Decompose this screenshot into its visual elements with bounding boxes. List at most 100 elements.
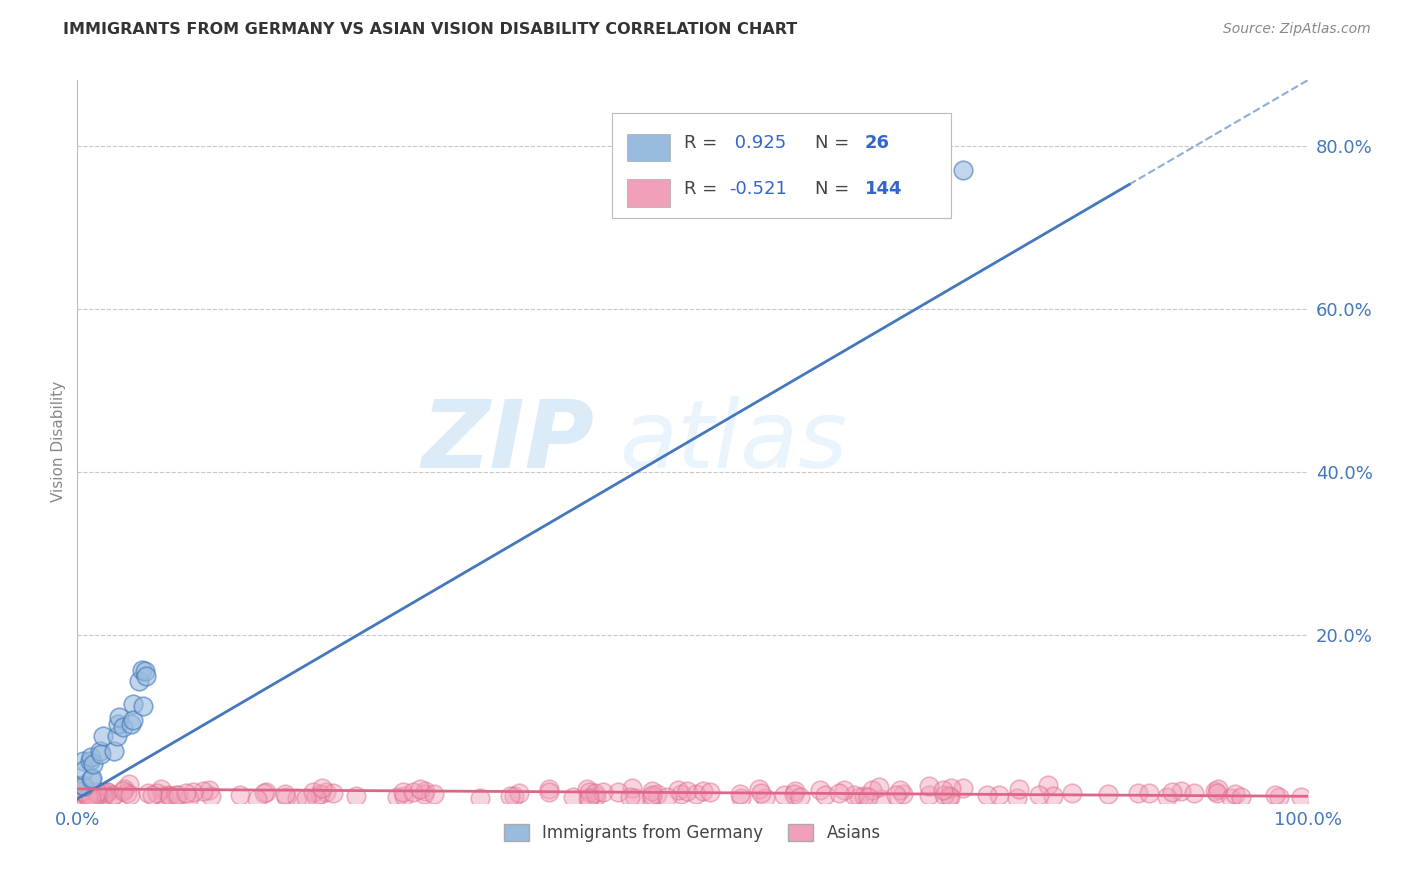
Point [174, 786, 197, 800]
Point [83, 789, 105, 804]
Point [685, 787, 707, 801]
Point [84, 785, 107, 799]
Point [1038, 778, 1060, 792]
Point [1060, 786, 1083, 800]
Point [302, 785, 325, 799]
Point [72, 754, 94, 768]
Point [1289, 790, 1312, 805]
Point [295, 791, 318, 805]
Point [103, 788, 125, 802]
Point [80, 750, 103, 764]
FancyBboxPatch shape [613, 112, 950, 218]
Point [860, 783, 883, 797]
Point [621, 780, 644, 795]
Point [828, 786, 851, 800]
Point [73, 763, 96, 777]
Point [748, 781, 770, 796]
Point [808, 782, 831, 797]
Point [134, 665, 156, 679]
Point [152, 789, 174, 803]
Point [72, 779, 94, 793]
Point [939, 790, 962, 805]
Point [1170, 783, 1192, 797]
Point [918, 779, 941, 793]
Point [385, 789, 408, 804]
Text: 144: 144 [865, 179, 903, 198]
Point [120, 717, 142, 731]
Point [253, 786, 276, 800]
Point [90, 785, 112, 799]
Point [576, 791, 599, 805]
FancyBboxPatch shape [627, 134, 671, 161]
Text: 0.925: 0.925 [730, 134, 786, 153]
Point [699, 785, 721, 799]
Text: R =: R = [683, 134, 723, 153]
Point [1182, 786, 1205, 800]
Point [77, 789, 100, 804]
Point [82, 771, 104, 785]
Point [932, 788, 955, 802]
Point [1097, 787, 1119, 801]
Point [640, 790, 662, 805]
Point [645, 787, 668, 801]
Point [96, 785, 118, 799]
Point [309, 788, 332, 802]
Text: -0.521: -0.521 [730, 179, 787, 198]
Point [72, 779, 94, 793]
Point [322, 786, 344, 800]
Point [773, 789, 796, 803]
Point [1005, 791, 1028, 805]
Point [149, 782, 172, 797]
Point [132, 699, 155, 714]
Point [86, 785, 108, 799]
Point [87, 787, 110, 801]
Text: atlas: atlas [619, 396, 846, 487]
Point [254, 785, 277, 799]
Point [578, 790, 600, 805]
Point [789, 789, 811, 804]
Point [1028, 788, 1050, 802]
Point [166, 788, 188, 802]
Point [856, 790, 879, 805]
Point [91, 730, 114, 744]
Point [159, 789, 181, 803]
Point [575, 782, 598, 797]
Point [128, 673, 150, 688]
Point [1205, 786, 1227, 800]
Point [1042, 789, 1064, 804]
Point [868, 780, 890, 795]
Point [754, 791, 776, 805]
Point [619, 790, 641, 805]
Point [413, 784, 436, 798]
Point [939, 780, 962, 795]
Point [315, 785, 337, 799]
Point [499, 789, 522, 804]
Y-axis label: Vision Disability: Vision Disability [51, 381, 66, 502]
Point [413, 787, 436, 801]
Point [135, 669, 157, 683]
Point [1219, 791, 1241, 805]
Point [136, 787, 159, 801]
Point [730, 788, 752, 802]
Point [117, 787, 139, 801]
Point [80, 789, 103, 804]
Point [90, 747, 112, 762]
Point [79, 754, 101, 768]
Point [666, 783, 689, 797]
Point [131, 663, 153, 677]
Point [200, 789, 222, 803]
Point [508, 786, 530, 800]
Point [120, 788, 142, 802]
Text: R =: R = [683, 179, 723, 198]
Point [1225, 788, 1247, 802]
Point [938, 789, 960, 803]
Point [392, 789, 415, 804]
Point [305, 790, 328, 805]
Point [118, 777, 141, 791]
Point [122, 713, 145, 727]
Point [918, 788, 941, 802]
Point [578, 785, 600, 799]
Point [70, 785, 93, 799]
Point [814, 788, 837, 802]
Text: Source: ZipAtlas.com: Source: ZipAtlas.com [1223, 22, 1371, 37]
